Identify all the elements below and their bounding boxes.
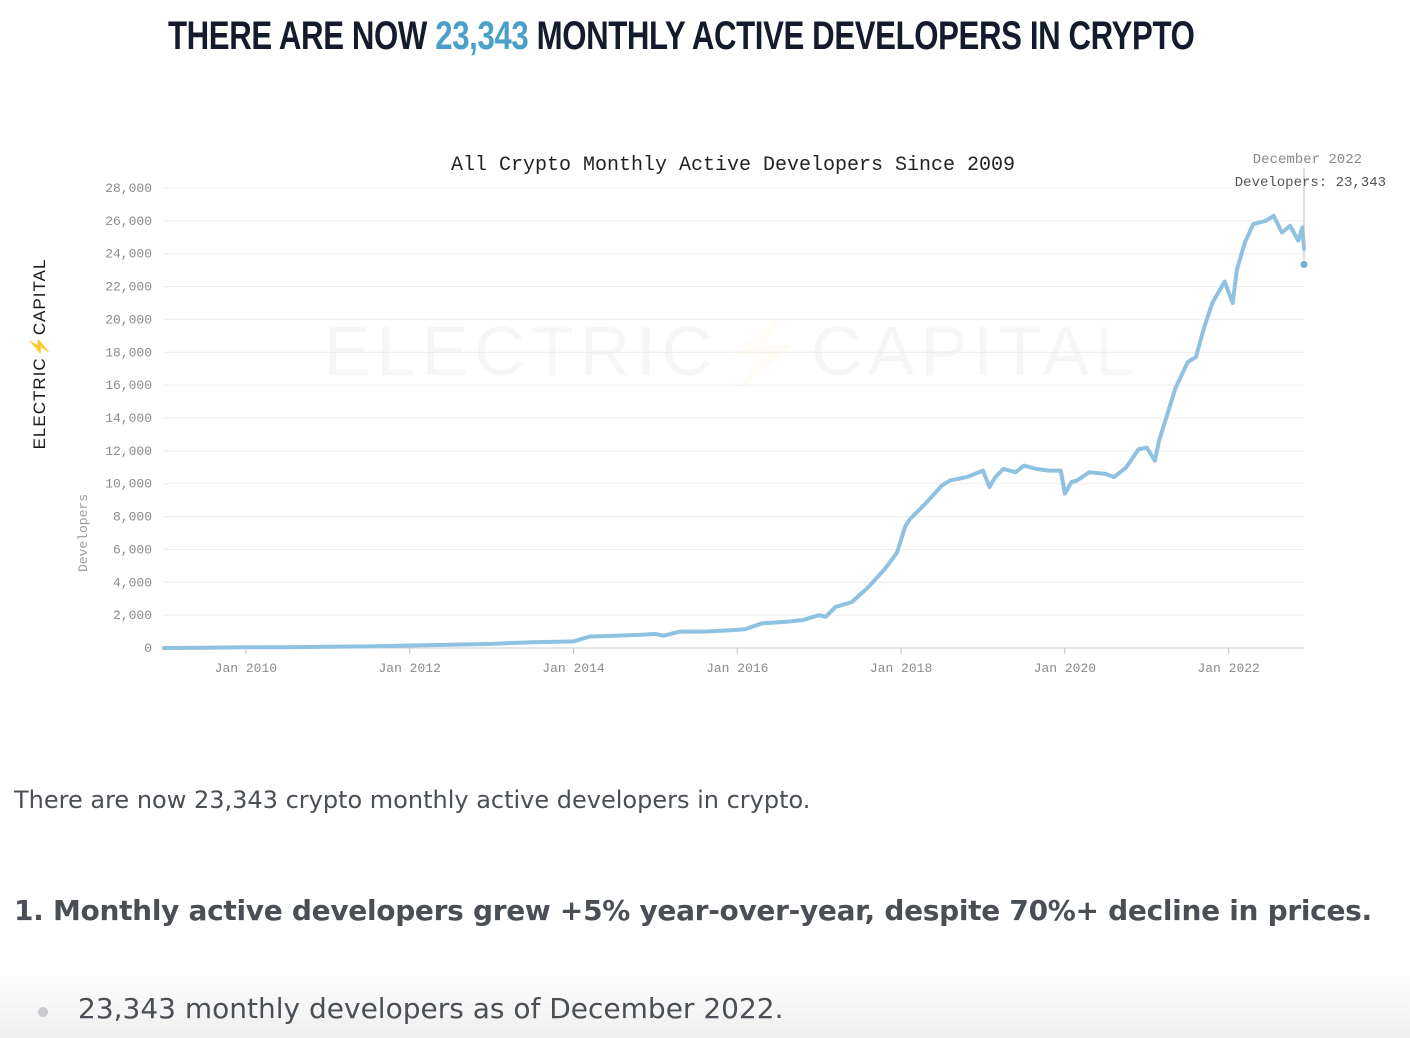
bullet-dot-icon	[38, 1007, 48, 1017]
x-tick-label: Jan 2014	[542, 661, 605, 676]
section-heading: 1. Monthly active developers grew +5% ye…	[14, 894, 1372, 927]
y-axis-label: Developers	[76, 494, 91, 572]
y-tick-label: 28,000	[105, 181, 152, 196]
annotation-value-label: Developers: 23,343	[1235, 175, 1386, 191]
bullet-list: 23,343 monthly developers as of December…	[0, 968, 1410, 1038]
x-tick-label: Jan 2022	[1197, 661, 1259, 676]
summary-paragraph: There are now 23,343 crypto monthly acti…	[14, 786, 811, 814]
grid-lines	[164, 187, 1304, 616]
y-tick-label: 4,000	[113, 575, 152, 590]
x-tick-label: Jan 2010	[215, 661, 277, 676]
annotation-date-label: December 2022	[1253, 152, 1362, 168]
y-tick-label: 2,000	[113, 608, 152, 623]
x-tick-label: Jan 2020	[1034, 661, 1096, 676]
y-axis-tick-labels: 0 2,000 4,000 6,000 8,000 10,000 12,000 14,000 1…	[105, 181, 152, 656]
x-tick-label: Jan 2018	[870, 661, 932, 676]
y-tick-label: 0	[144, 641, 152, 656]
y-tick-label: 22,000	[105, 280, 152, 295]
x-tick-label: Jan 2012	[378, 661, 440, 676]
annotation-point	[1300, 261, 1308, 269]
y-tick-label: 24,000	[105, 247, 152, 262]
page-headline: THERE ARE NOW 23,343 MONTHLY ACTIVE DEVE…	[168, 14, 1195, 59]
y-tick-label: 12,000	[105, 444, 152, 459]
series-line-developers	[162, 213, 1306, 650]
headline-highlight-number: 23,343	[435, 14, 529, 58]
headline-text-start: THERE ARE NOW	[168, 14, 436, 58]
developers-line-chart: ELECTRIC⚡CAPITAL 02,0004,0006,0008,00010…	[76, 152, 1386, 676]
y-tick-label: 8,000	[113, 510, 152, 525]
y-tick-label: 14,000	[105, 411, 152, 426]
chart-title: All Crypto Monthly Active Developers Sin…	[451, 154, 1015, 177]
y-tick-label: 6,000	[113, 542, 152, 557]
headline-text-end: MONTHLY ACTIVE DEVELOPERS IN CRYPTO	[528, 14, 1195, 58]
y-tick-label: 10,000	[105, 477, 152, 492]
y-tick-label: 26,000	[105, 214, 152, 229]
y-tick-label: 20,000	[105, 312, 152, 327]
x-tick-label: Jan 2016	[706, 661, 768, 676]
x-axis-ticks: Jan 2010 Jan 2012 Jan 2014 Jan 2016 Jan 2018…	[215, 648, 1260, 676]
y-tick-label: 18,000	[105, 345, 152, 360]
y-tick-label: 16,000	[105, 378, 152, 393]
bullet-item: 23,343 monthly developers as of December…	[78, 992, 784, 1025]
